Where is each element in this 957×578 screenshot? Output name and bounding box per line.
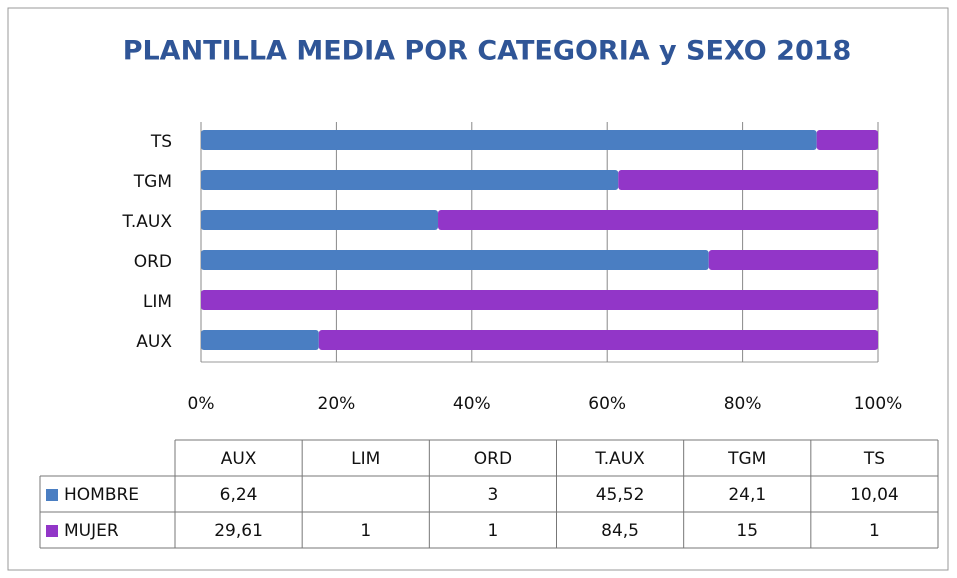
bar-segment	[201, 170, 619, 190]
bar-segment	[816, 130, 878, 150]
bar-segment	[618, 170, 878, 190]
table-cell: 3	[488, 485, 499, 505]
chart-frame	[7, 7, 949, 571]
y-tick-label: T.AUX	[122, 212, 173, 232]
table-header: TGM	[727, 449, 766, 469]
y-tick-label: TGM	[133, 172, 172, 192]
table-cell: 29,61	[214, 521, 263, 541]
table-header: T.AUX	[594, 449, 645, 469]
x-tick-label: 40%	[453, 394, 491, 414]
table-cell: 6,24	[220, 485, 258, 505]
bar-segment	[708, 250, 878, 270]
legend-label: HOMBRE	[64, 485, 139, 505]
legend-swatch	[46, 489, 58, 501]
legend-swatch	[46, 525, 58, 537]
table-cell: 10,04	[850, 485, 899, 505]
y-tick-label: AUX	[136, 332, 172, 352]
table-cell: 1	[488, 521, 499, 541]
bar-segment	[201, 130, 817, 150]
table-header: LIM	[351, 449, 380, 469]
x-tick-label: 20%	[318, 394, 356, 414]
x-tick-label: 0%	[188, 394, 215, 414]
table-cell: 84,5	[601, 521, 639, 541]
bar-segment	[201, 250, 709, 270]
table-cell: 1	[869, 521, 880, 541]
x-tick-label: 100%	[854, 394, 903, 414]
table-cell: 45,52	[596, 485, 645, 505]
table-header: TS	[863, 449, 885, 469]
bar-segment	[201, 210, 439, 230]
chart-title: PLANTILLA MEDIA POR CATEGORIA y SEXO 201…	[123, 36, 852, 67]
bar-segment	[438, 210, 878, 230]
bar-segment	[318, 330, 878, 350]
y-tick-label: ORD	[134, 252, 172, 272]
bar-segment	[201, 330, 319, 350]
legend-label: MUJER	[64, 521, 119, 541]
x-tick-label: 80%	[724, 394, 762, 414]
table-cell: 15	[736, 521, 758, 541]
table-header: AUX	[221, 449, 257, 469]
y-tick-label: TS	[150, 132, 172, 152]
table-cell: 24,1	[728, 485, 766, 505]
y-tick-label: LIM	[143, 292, 172, 312]
bar-segment	[201, 290, 878, 310]
x-tick-label: 60%	[588, 394, 626, 414]
table-cell: 1	[360, 521, 371, 541]
table-header: ORD	[474, 449, 512, 469]
